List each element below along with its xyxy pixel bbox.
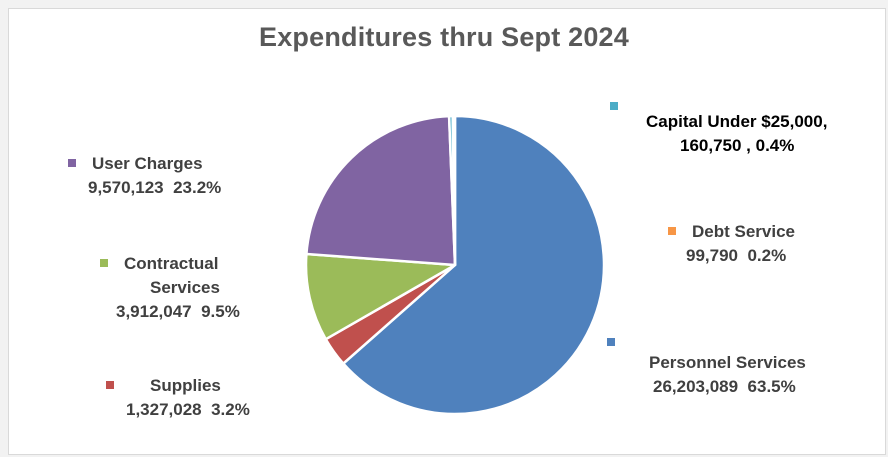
- legend-swatch-capital: [610, 102, 618, 110]
- legend-label-capital: Capital Under $25,000,: [646, 112, 828, 131]
- pie-slice-contractual-services: [304, 252, 457, 341]
- legend-label-user-charges: User Charges: [92, 154, 203, 173]
- legend-value-supplies: 1,327,028: [126, 400, 202, 419]
- legend-value-personnel-services: 26,203,089: [653, 377, 739, 396]
- legend-value-user-charges: 9,570,123: [88, 178, 164, 197]
- chart-title: Expenditures thru Sept 2024: [258, 22, 629, 52]
- legend-swatch-debt-service: [668, 226, 676, 235]
- legend-user-charges: User Charges 9,570,123 23.2%: [68, 152, 221, 200]
- legend-contractual-services: Contractual Services 3,912,047 9.5%: [100, 252, 240, 324]
- legend-value-debt-service: 99,790: [686, 246, 738, 265]
- legend-label-contractual-line1: Contractual: [124, 254, 219, 273]
- legend-label-contractual-line2: Services: [150, 278, 220, 297]
- legend-value-contractual-services: 3,912,047: [116, 302, 192, 321]
- legend-percent-capital: 0.4%: [755, 136, 795, 155]
- legend-swatch-personnel-services: [607, 338, 615, 346]
- legend-debt-service: Debt Service 99,790 0.2%: [668, 220, 795, 268]
- pie-slice-debt-service: [451, 114, 457, 267]
- legend-supplies: Supplies 1,327,028 3.2%: [106, 374, 250, 422]
- legend-percent-personnel-services: 63.5%: [747, 377, 796, 396]
- legend-value-capital: 160,750: [680, 136, 742, 155]
- legend-percent-user-charges: 23.2%: [173, 178, 222, 197]
- legend-swatch-supplies: [106, 380, 114, 389]
- legend-label-debt-service: Debt Service: [692, 222, 795, 241]
- legend-percent-supplies: 3.2%: [211, 400, 250, 419]
- legend-personnel-services: Personnel Services 26,203,089 63.5%: [607, 333, 806, 399]
- legend-label-personnel-services: Personnel Services: [649, 353, 806, 372]
- legend-swatch-user-charges: [68, 158, 76, 167]
- legend-percent-debt-service: 0.2%: [747, 246, 787, 265]
- legend-percent-contractual-services: 9.5%: [201, 302, 240, 321]
- legend-capital-under-25000: Capital Under $25,000, 160,750 , 0.4%: [608, 98, 827, 158]
- legend-swatch-contractual-services: [100, 258, 108, 267]
- pie-slice-personnel-services: [342, 114, 606, 416]
- pie-slice-user-charges: [305, 114, 457, 267]
- legend-label-supplies: Supplies: [150, 376, 221, 395]
